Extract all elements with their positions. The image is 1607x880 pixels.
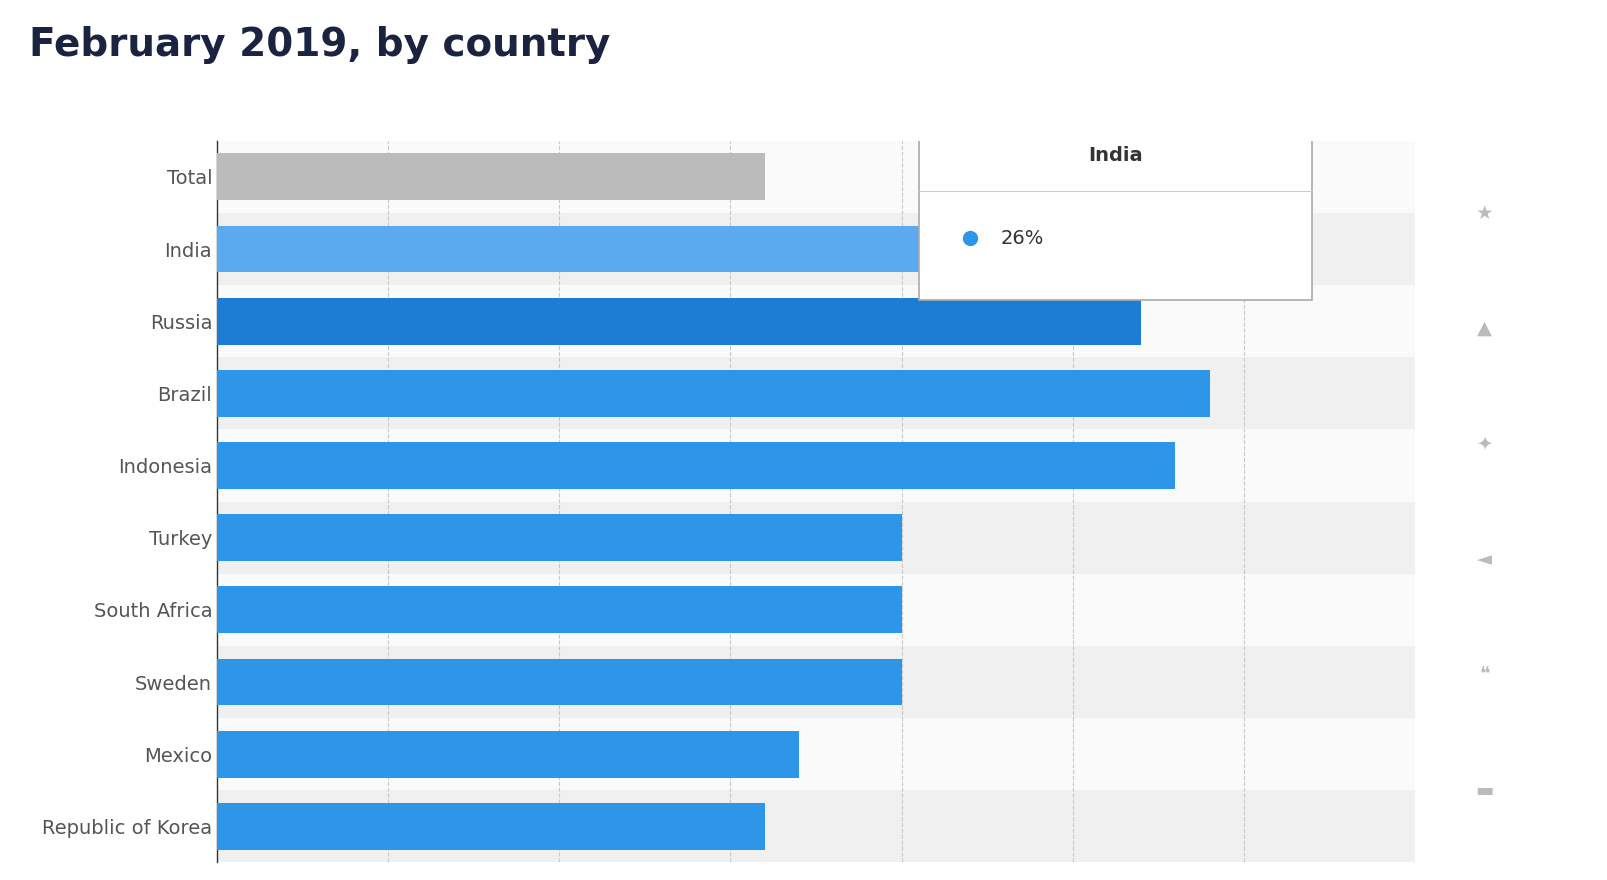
Bar — [217, 153, 765, 201]
Bar — [217, 586, 902, 634]
Bar — [217, 442, 1175, 489]
Bar — [217, 225, 1106, 273]
Text: ▲: ▲ — [1475, 319, 1491, 338]
Bar — [217, 357, 1414, 429]
Bar — [217, 297, 1141, 345]
Bar — [217, 646, 1414, 718]
Bar — [217, 803, 765, 850]
Bar — [217, 502, 1414, 574]
Bar — [217, 370, 1208, 417]
Text: India: India — [1088, 146, 1143, 165]
Text: 26%: 26% — [1000, 229, 1043, 247]
Bar — [217, 790, 1414, 862]
Bar — [217, 658, 902, 706]
Bar — [217, 429, 1414, 502]
Bar — [217, 141, 1414, 213]
Text: ◄: ◄ — [1475, 550, 1491, 568]
Bar — [217, 285, 1414, 357]
Bar — [217, 574, 1414, 646]
Text: ❝: ❝ — [1478, 665, 1488, 685]
FancyBboxPatch shape — [918, 119, 1311, 299]
Bar — [217, 514, 902, 561]
Text: February 2019, by country: February 2019, by country — [29, 26, 611, 64]
Text: ▬: ▬ — [1474, 781, 1493, 800]
Bar — [217, 730, 799, 778]
Bar — [217, 213, 1414, 285]
Text: ✦: ✦ — [1475, 435, 1491, 453]
Bar — [217, 718, 1414, 790]
Text: ★: ★ — [1475, 203, 1491, 223]
